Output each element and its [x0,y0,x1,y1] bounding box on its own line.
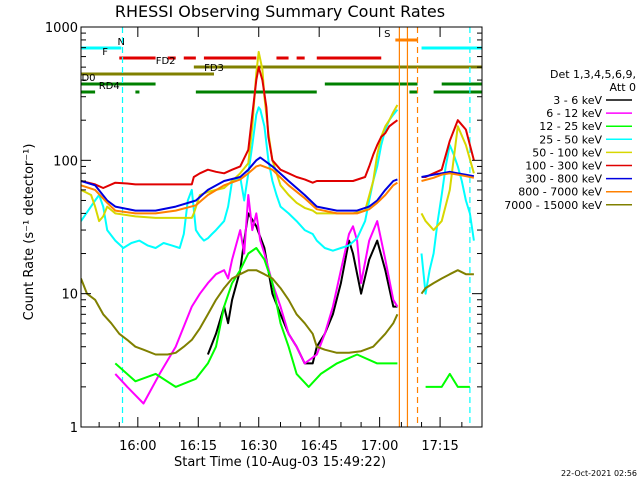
series-line-300-800-kev-part-1 [421,170,475,178]
vertical-markers [121,27,471,427]
x-axis-ticks: 16:00 16:15 16:30 16:45 17:00 17:15 [98,27,483,454]
x-tick-label-16-45: 16:45 [300,439,337,454]
y-tick-label-10: 10 [61,288,78,303]
legend-label-50-100-kev: 50 - 100 keV [532,146,602,159]
flag-label-rd0: RD0 [75,73,96,84]
flag-label-f: F [102,47,108,58]
x-tick-label-16-30: 16:30 [240,439,277,454]
series-line-50-100-kev-part-0 [81,50,399,223]
flag-label-n: N [118,37,125,48]
x-tick-label-16-00: 16:00 [119,439,156,454]
legend-label-12-25-kev: 12 - 25 keV [539,120,602,133]
plot-frame [80,26,483,428]
series-line-6-12-kev-part-0 [114,194,399,405]
series-line-25-50-kev-part-1 [420,144,475,295]
footer-timestamp: 22-Oct-2021 02:56 [561,469,637,478]
y-axis-ticks: 1 10 100 1000 [45,21,482,436]
y-tick-label-100: 100 [53,154,78,169]
series-line-800-7000-kev-part-0 [81,164,398,215]
series-line-3-6-kev-part-0 [206,212,398,365]
series-line-12-25-kev-part-1 [425,372,470,388]
x-axis-label: Start Time (10-Aug-03 15:49:22) [174,455,386,470]
y-tick-label-1000: 1000 [45,21,78,36]
flag-label-s: S [384,29,390,40]
flag-label-fd3: FD3 [204,63,224,74]
legend-label-300-800-kev: 300 - 800 keV [525,173,602,186]
legend-label-3-6-kev: 3 - 6 keV [553,94,602,107]
series-line-800-7000-kev-part-1 [421,172,475,182]
series-line-7000-15000-kev-part-1 [420,269,474,295]
legend-label-25-50-kev: 25 - 50 keV [539,133,602,146]
legend-label-100-300-kev: 100 - 300 keV [525,160,602,173]
legend-header-line-1: Att 0 [610,81,636,94]
y-tick-label-1: 1 [70,421,78,436]
series-line-50-100-kev-part-1 [420,125,475,232]
x-tick-label-17-00: 17:00 [361,439,398,454]
series-lines [81,50,475,405]
series-line-300-800-kev-part-0 [81,156,398,212]
flag-label-fd2: FD2 [156,56,176,67]
flag-label-rd4: RD4 [99,81,120,92]
x-tick-label-16-15: 16:15 [180,439,217,454]
series-line-12-25-kev-part-0 [114,247,398,388]
legend-label-6-12-kev: 6 - 12 keV [546,107,602,120]
series-line-100-300-kev-part-0 [81,66,398,189]
chart-title: RHESSI Observing Summary Count Rates [115,2,445,21]
series-line-7000-15000-kev-part-0 [81,269,399,356]
legend-label-800-7000-kev: 800 - 7000 keV [518,186,602,199]
y-axis-label: Count Rate (s⁻¹ detector⁻¹) [22,144,37,321]
legend-header-line-0: Det 1,3,4,5,6,9, [550,68,636,81]
legend-label-7000-15000-kev: 7000 - 15000 keV [504,199,602,212]
x-tick-label-17-15: 17:15 [421,439,458,454]
